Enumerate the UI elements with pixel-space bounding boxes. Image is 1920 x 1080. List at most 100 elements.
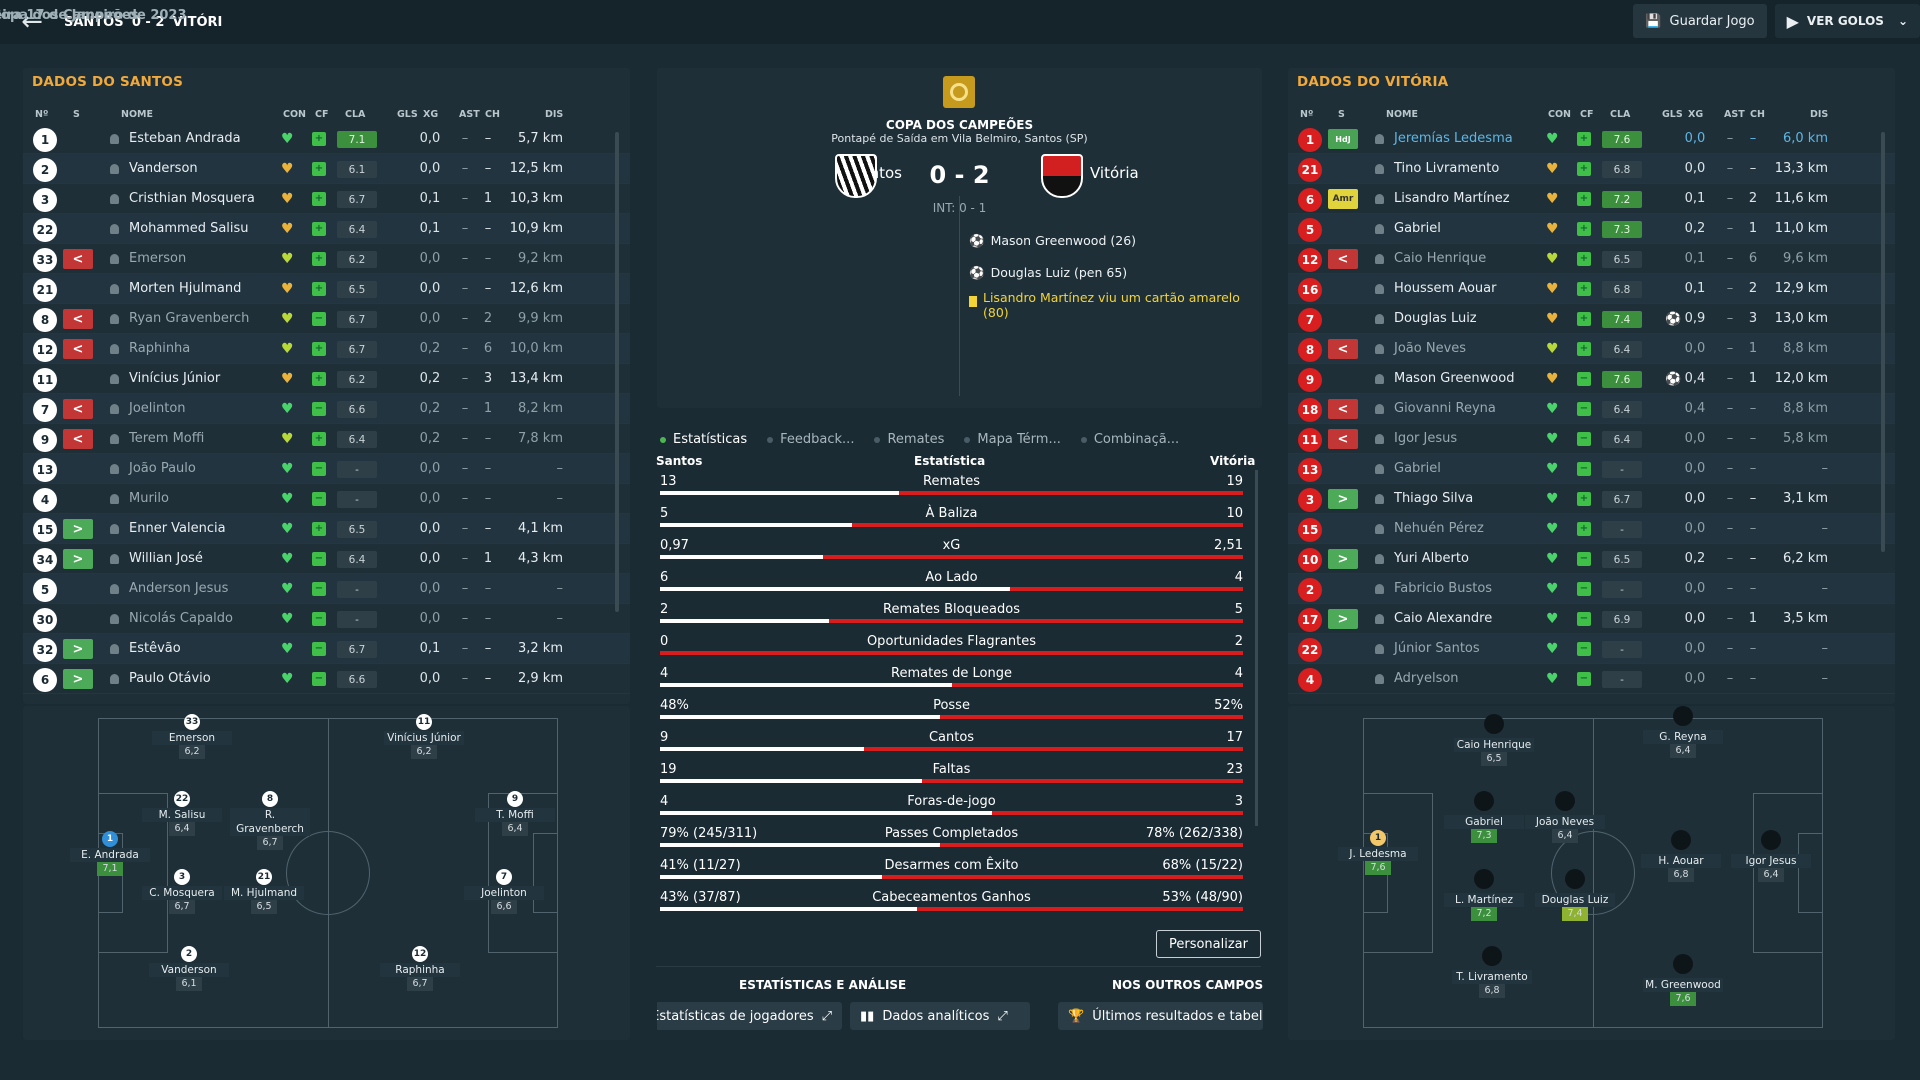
player-name[interactable]: Igor Jesus bbox=[1394, 431, 1458, 446]
player-name[interactable]: Raphinha bbox=[129, 341, 191, 356]
player-name[interactable]: Vanderson bbox=[129, 161, 198, 176]
player-row[interactable]: 13 Gabriel ♥ − -0,0– – – bbox=[1288, 454, 1895, 484]
home-table-scrollbar[interactable] bbox=[615, 132, 619, 612]
player-row[interactable]: 22 Júnior Santos ♥ − -0,0– – – bbox=[1288, 634, 1895, 664]
player-name[interactable]: Willian José bbox=[129, 551, 203, 566]
col-ast[interactable]: AST bbox=[459, 109, 480, 120]
player-name[interactable]: João Paulo bbox=[129, 461, 196, 476]
formation-player[interactable]: M. Greenwood 7,6 bbox=[1643, 954, 1723, 1006]
player-name[interactable]: Nehuén Pérez bbox=[1394, 521, 1484, 536]
player-name[interactable]: Terem Moffi bbox=[129, 431, 205, 446]
player-name[interactable]: Paulo Otávio bbox=[129, 671, 211, 686]
col-name[interactable]: NOME bbox=[121, 109, 153, 120]
player-stats-button[interactable]: Estatísticas de jogadores ⤢ bbox=[657, 1002, 842, 1030]
player-row[interactable]: 34 > Willian José ♥ −6.4 0,0 –1 4,3 km bbox=[23, 544, 630, 574]
player-name[interactable]: Gabriel bbox=[1394, 461, 1441, 476]
player-name[interactable]: Tino Livramento bbox=[1394, 161, 1500, 176]
player-name[interactable]: Jeremías Ledesma bbox=[1394, 131, 1513, 146]
player-name[interactable]: Houssem Aouar bbox=[1394, 281, 1497, 296]
formation-player[interactable]: Igor Jesus 6,4 bbox=[1731, 830, 1811, 882]
col-cf[interactable]: CF bbox=[1580, 109, 1594, 120]
player-row[interactable]: 4 Adryelson ♥ − -0,0– – – bbox=[1288, 664, 1895, 694]
formation-player[interactable]: 1 J. Ledesma 7,6 bbox=[1338, 830, 1418, 875]
player-row[interactable]: 15 > Enner Valencia ♥ +6.5 0,0 – – 4,1 km bbox=[23, 514, 630, 544]
player-row[interactable]: 7 Douglas Luiz ♥ +7.4 ⚽ 0,9 –3 13,0 km bbox=[1288, 304, 1895, 334]
player-name[interactable]: Lisandro Martínez bbox=[1394, 191, 1510, 206]
col-name[interactable]: NOME bbox=[1386, 109, 1418, 120]
player-name[interactable]: Douglas Luiz bbox=[1394, 311, 1477, 326]
player-row[interactable]: 32 > Estêvão ♥ −6.7 0,1 – – 3,2 km bbox=[23, 634, 630, 664]
player-name[interactable]: João Neves bbox=[1394, 341, 1467, 356]
col-ast[interactable]: AST bbox=[1724, 109, 1745, 120]
player-name[interactable]: Gabriel bbox=[1394, 221, 1441, 236]
player-row[interactable]: 3 Cristhian Mosquera ♥ +6.7 0,1 –1 10,3 km bbox=[23, 184, 630, 214]
formation-player[interactable]: Douglas Luiz 7,4 bbox=[1535, 869, 1615, 921]
col-dis[interactable]: DIS bbox=[545, 109, 564, 120]
formation-player[interactable]: 12 Raphinha 6,7 bbox=[380, 946, 460, 991]
col-con[interactable]: CON bbox=[1548, 109, 1571, 120]
player-row[interactable]: 4 Murilo ♥ − -0,0– – – bbox=[23, 484, 630, 514]
formation-player[interactable]: H. Aouar 6,8 bbox=[1641, 830, 1721, 882]
latest-results-button[interactable]: 🏆 Últimos resultados e tabelas bbox=[1058, 1002, 1263, 1030]
player-name[interactable]: Anderson Jesus bbox=[129, 581, 229, 596]
player-row[interactable]: 6 Amr Lisandro Martínez ♥ +7.2 0,1 –2 11,6 km bbox=[1288, 184, 1895, 214]
stats-scrollbar[interactable] bbox=[1255, 470, 1258, 826]
player-row[interactable]: 21 Morten Hjulmand ♥ +6.5 0,0 – – 12,6 km bbox=[23, 274, 630, 304]
tab-statistics[interactable]: Estatísticas bbox=[660, 432, 747, 454]
player-row[interactable]: 2 Vanderson ♥ +6.1 0,0 – – 12,5 km bbox=[23, 154, 630, 184]
col-s[interactable]: S bbox=[1338, 109, 1345, 120]
col-num[interactable]: Nº bbox=[1300, 109, 1314, 120]
formation-player[interactable]: G. Reyna 6,4 bbox=[1643, 706, 1723, 758]
col-dis[interactable]: DIS bbox=[1810, 109, 1829, 120]
player-row[interactable]: 3 > Thiago Silva ♥ +6.7 0,0 – – 3,1 km bbox=[1288, 484, 1895, 514]
player-row[interactable]: 7 < Joelinton ♥ −6.6 0,2 –1 8,2 km bbox=[23, 394, 630, 424]
player-row[interactable]: 1 HdJ Jeremías Ledesma ♥ +7.6 0,0 – – 6,0 km bbox=[1288, 124, 1895, 154]
player-name[interactable]: Joelinton bbox=[129, 401, 186, 416]
player-name[interactable]: Giovanni Reyna bbox=[1394, 401, 1496, 416]
col-gls[interactable]: GLS bbox=[397, 109, 418, 120]
formation-player[interactable]: 2 Vanderson 6,1 bbox=[149, 946, 229, 991]
customize-button[interactable]: Personalizar bbox=[1156, 930, 1261, 958]
save-game-button[interactable]: 💾 Guardar Jogo bbox=[1633, 4, 1767, 38]
player-row[interactable]: 10 > Yuri Alberto ♥ −6.5 0,2 – – 6,2 km bbox=[1288, 544, 1895, 574]
formation-player[interactable]: Gabriel 7,3 bbox=[1444, 791, 1524, 843]
formation-player[interactable]: 11 Vinícius Júnior 6,2 bbox=[384, 714, 464, 759]
analytics-button[interactable]: ▮▮ Dados analíticos ⤢ bbox=[850, 1002, 1030, 1030]
player-row[interactable]: 12 < Raphinha ♥ +6.7 0,2 –6 10,0 km bbox=[23, 334, 630, 364]
tab-shots[interactable]: Remates bbox=[874, 432, 944, 454]
formation-player[interactable]: 1 E. Andrada 7,1 bbox=[70, 831, 150, 876]
formation-player[interactable]: 9 T. Moffi 6,4 bbox=[475, 791, 555, 836]
col-ch[interactable]: CH bbox=[1750, 109, 1765, 120]
formation-player[interactable]: 33 Emerson 6,2 bbox=[152, 714, 232, 759]
player-name[interactable]: Thiago Silva bbox=[1394, 491, 1474, 506]
player-row[interactable]: 2 Fabricio Bustos ♥ − -0,0– – – bbox=[1288, 574, 1895, 604]
player-row[interactable]: 22 Mohammed Salisu ♥ +6.4 0,1 – – 10,9 km bbox=[23, 214, 630, 244]
player-name[interactable]: Vinícius Júnior bbox=[129, 371, 221, 386]
formation-player[interactable]: T. Livramento 6,8 bbox=[1452, 946, 1532, 998]
player-name[interactable]: Estêvão bbox=[129, 641, 181, 656]
formation-player[interactable]: 7 Joelinton 6,6 bbox=[464, 869, 544, 914]
player-name[interactable]: Fabricio Bustos bbox=[1394, 581, 1493, 596]
col-con[interactable]: CON bbox=[283, 109, 306, 120]
player-row[interactable]: 13 João Paulo ♥ − -0,0– – – bbox=[23, 454, 630, 484]
player-row[interactable]: 11 < Igor Jesus ♥ −6.4 0,0 – – 5,8 km bbox=[1288, 424, 1895, 454]
formation-player[interactable]: João Neves 6,4 bbox=[1525, 791, 1605, 843]
player-name[interactable]: Morten Hjulmand bbox=[129, 281, 242, 296]
player-row[interactable]: 1 Esteban Andrada ♥ +7.1 0,0 – – 5,7 km bbox=[23, 124, 630, 154]
player-row[interactable]: 21 Tino Livramento ♥ +6.8 0,0 – – 13,3 km bbox=[1288, 154, 1895, 184]
formation-player[interactable]: 8 R. Gravenberch 6,7 bbox=[230, 791, 310, 850]
player-name[interactable]: Yuri Alberto bbox=[1394, 551, 1469, 566]
player-row[interactable]: 9 Mason Greenwood ♥ −7.6 ⚽ 0,4 –1 12,0 km bbox=[1288, 364, 1895, 394]
player-row[interactable]: 33 < Emerson ♥ +6.2 0,0 – – 9,2 km bbox=[23, 244, 630, 274]
player-name[interactable]: Nicolás Capaldo bbox=[129, 611, 233, 626]
player-name[interactable]: Mohammed Salisu bbox=[129, 221, 249, 236]
col-cla[interactable]: CLA bbox=[1610, 109, 1631, 120]
col-ch[interactable]: CH bbox=[485, 109, 500, 120]
formation-player[interactable]: 21 M. Hjulmand 6,5 bbox=[224, 869, 304, 914]
player-name[interactable]: Murilo bbox=[129, 491, 169, 506]
player-name[interactable]: Esteban Andrada bbox=[129, 131, 241, 146]
tab-heatmap[interactable]: Mapa Térm... bbox=[964, 432, 1061, 454]
formation-player[interactable]: 22 M. Salisu 6,4 bbox=[142, 791, 222, 836]
formation-player[interactable]: Caio Henrique 6,5 bbox=[1454, 714, 1534, 766]
player-row[interactable]: 11 Vinícius Júnior ♥ +6.2 0,2 –3 13,4 km bbox=[23, 364, 630, 394]
